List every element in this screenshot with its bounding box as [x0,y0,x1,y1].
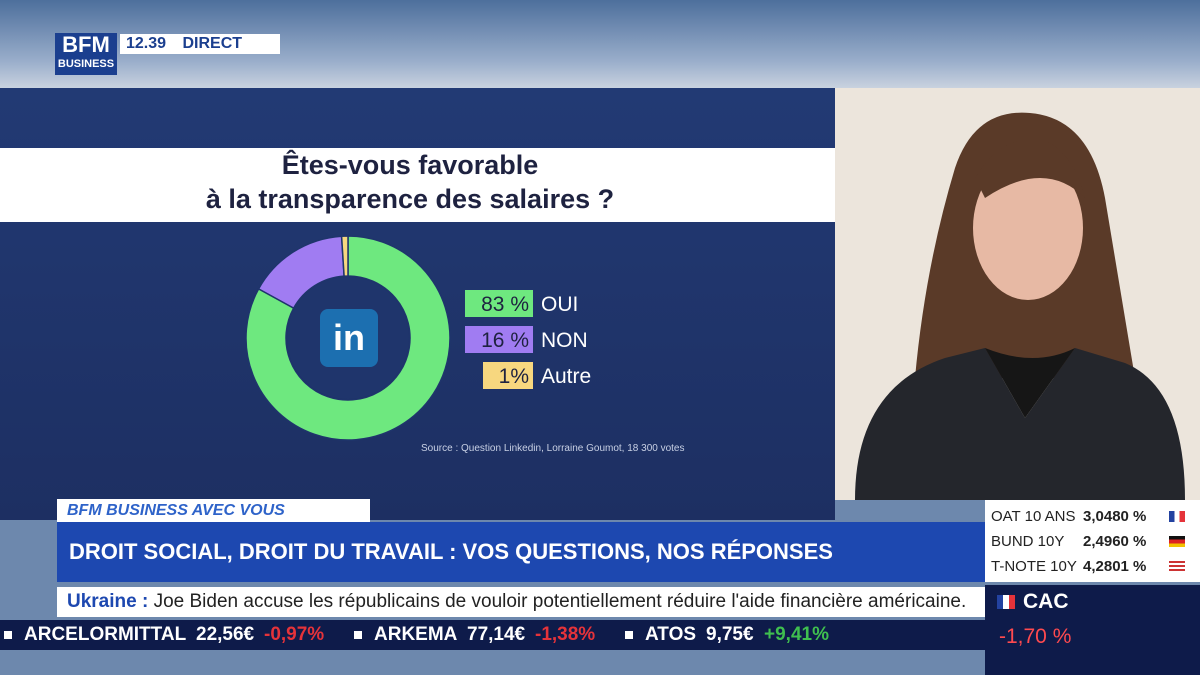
index-change: -1,70 % [999,625,1072,648]
index-name: CAC [1023,590,1069,613]
pie-slice [340,235,349,277]
title-band [0,148,835,222]
guest-video [835,88,1200,500]
ticker-name: ARCELORMITTAL [24,624,187,645]
center-label: in [333,317,365,358]
value-label: 83 % [481,293,529,316]
legend-swatch [483,362,533,389]
chart-panel: Êtes-vous favorable à la transparence de… [0,88,835,520]
ticker-bar: ARCELORMITTAL 22,56€ -0,97% ARKEMA 77,14€ -1,… [0,620,985,650]
ticker-name: ATOS [645,624,697,645]
value-label: 1% [499,365,529,388]
ticker-bullet [625,631,633,639]
news-topic: Ukraine : [67,591,149,612]
ticker-change: -1,38% [535,624,596,645]
ticker-bullet [354,631,362,639]
ticker-bullet [4,631,12,639]
rate-name: BUND 10Y [991,533,1065,550]
linkedin-badge [320,309,378,367]
legend-label: OUI [541,293,578,316]
flag [1169,511,1185,522]
source: Source : Question Linkedin, Lorraine Gou… [421,443,685,454]
legend-swatch [465,290,533,317]
ticker-name: ARKEMA [374,624,458,645]
value-label: 16 % [481,329,529,352]
flag [1169,536,1185,547]
index-panel: CAC -1,70 % [985,585,1200,675]
headline-band: DROIT SOCIAL, DROIT DU TRAVAIL : VOS QUE… [57,522,985,582]
news-text: Joe Biden accuse les républicains de vou… [153,591,967,612]
flag [1169,561,1185,572]
legend-swatch [465,326,533,353]
time: 12.39 [126,35,167,52]
live: DIRECT [182,35,243,52]
legend: 83 % OUI 16 % NON 1% Autre [465,290,591,389]
ticker-price: 22,56€ [196,624,255,645]
chart-title: Êtes-vous favorable [282,149,539,180]
flag-fr [997,595,1015,609]
ticker-price: 9,75€ [706,624,754,645]
rate-name: OAT 10 ANS [991,508,1076,525]
rate-value: 4,2801 % [1083,558,1147,575]
pie-slice [245,235,451,441]
rate-value: 3,0480 % [1083,508,1147,525]
logo: BFM BUSINESS [55,33,117,75]
legend-label: NON [541,329,588,352]
rates-panel: OAT 10 ANS 3,0480 % BUND 10Y 2,4960 % T-NOTE… [985,500,1200,582]
logo-bottom: BUSINESS [57,58,115,70]
rate-value: 2,4960 % [1083,533,1147,550]
program-label: BFM BUSINESS AVEC VOUS [57,499,370,522]
ticker-price: 77,14€ [467,624,526,645]
ticker-change: +9,41% [764,624,829,645]
logo-top: BFM [62,32,110,57]
chart-title: à la transparence des salaires ? [206,184,614,214]
clock-box: 12.39 DIRECT [120,34,280,54]
news-bar: Ukraine : Joe Biden accuse les républica… [57,587,985,617]
rate-name: T-NOTE 10Y [991,558,1077,575]
ticker-change: -0,97% [264,624,325,645]
legend-label: Autre [541,365,591,388]
